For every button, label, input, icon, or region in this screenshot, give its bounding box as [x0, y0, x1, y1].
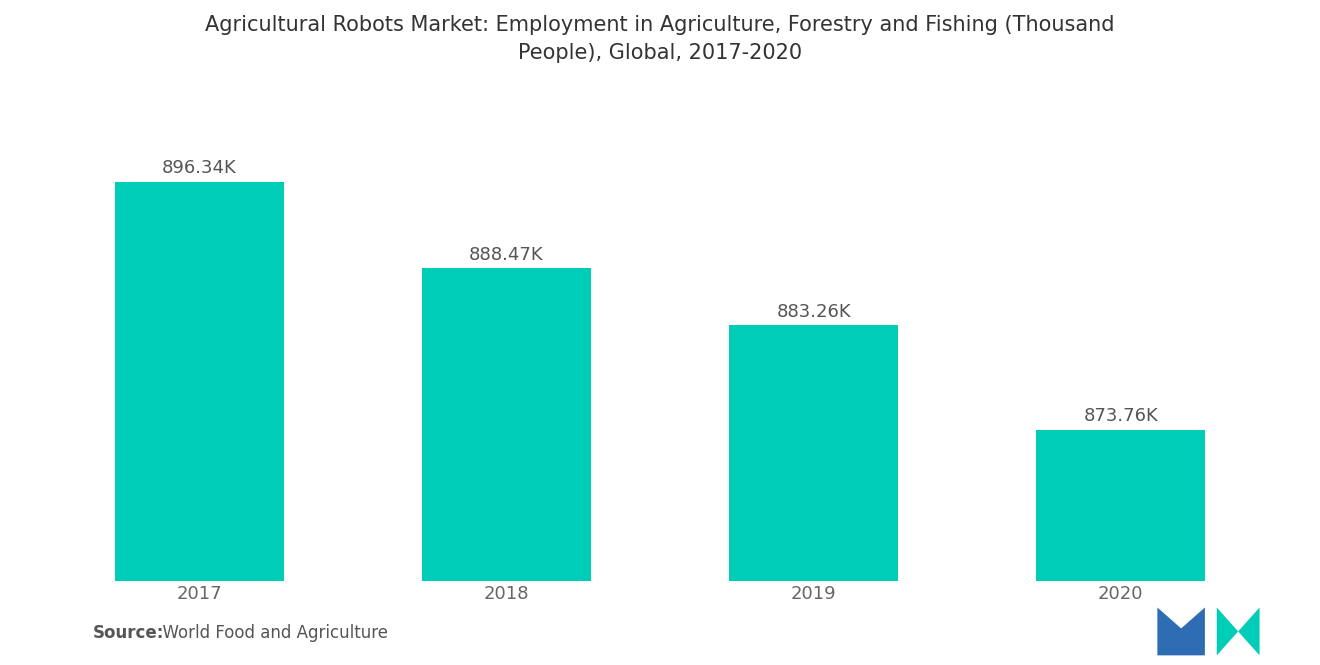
- Text: 883.26K: 883.26K: [776, 303, 851, 321]
- Bar: [1036, 430, 1205, 581]
- Bar: [115, 182, 284, 581]
- Text: Source:: Source:: [92, 624, 164, 642]
- Text: 873.76K: 873.76K: [1084, 407, 1158, 425]
- Text: World Food and Agriculture: World Food and Agriculture: [152, 624, 388, 642]
- Text: 888.47K: 888.47K: [469, 246, 544, 264]
- Bar: [729, 325, 898, 581]
- Title: Agricultural Robots Market: Employment in Agriculture, Forestry and Fishing (Tho: Agricultural Robots Market: Employment i…: [205, 15, 1115, 63]
- Bar: [422, 268, 591, 581]
- Text: 896.34K: 896.34K: [162, 160, 236, 178]
